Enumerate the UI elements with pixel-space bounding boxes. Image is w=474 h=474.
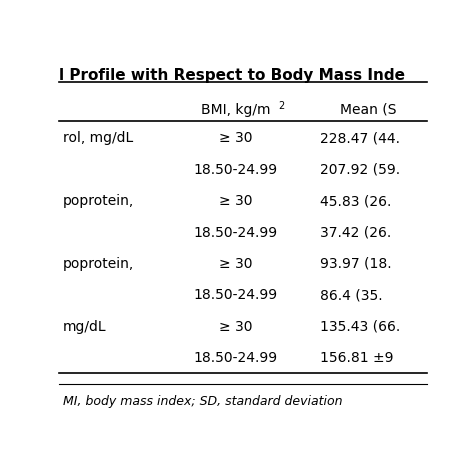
Text: 18.50-24.99: 18.50-24.99 (193, 163, 278, 176)
Text: 18.50-24.99: 18.50-24.99 (193, 226, 278, 239)
Text: rol, mg/dL: rol, mg/dL (63, 131, 133, 145)
Text: BMI, kg/m: BMI, kg/m (201, 102, 270, 117)
Text: 18.50-24.99: 18.50-24.99 (193, 289, 278, 302)
Text: 45.83 (26.: 45.83 (26. (320, 194, 392, 208)
Text: ≥ 30: ≥ 30 (219, 131, 252, 145)
Text: 207.92 (59.: 207.92 (59. (320, 163, 400, 176)
Text: 93.97 (18.: 93.97 (18. (320, 257, 392, 271)
Text: mg/dL: mg/dL (63, 320, 107, 334)
Text: poprotein,: poprotein, (63, 257, 134, 271)
Text: ≥ 30: ≥ 30 (219, 320, 252, 334)
Text: 18.50-24.99: 18.50-24.99 (193, 351, 278, 365)
Text: l Profile with Respect to Body Mass Inde: l Profile with Respect to Body Mass Inde (59, 68, 405, 83)
Text: 135.43 (66.: 135.43 (66. (320, 320, 401, 334)
Text: Mean (S: Mean (S (339, 102, 396, 117)
Text: ≥ 30: ≥ 30 (219, 257, 252, 271)
Text: 156.81 ±9: 156.81 ±9 (320, 351, 393, 365)
Text: MI, body mass index; SD, standard deviation: MI, body mass index; SD, standard deviat… (63, 395, 342, 408)
Text: 228.47 (44.: 228.47 (44. (320, 131, 400, 145)
Text: 2: 2 (278, 100, 284, 110)
Text: 86.4 (35.: 86.4 (35. (320, 289, 383, 302)
Text: poprotein,: poprotein, (63, 194, 134, 208)
Text: 37.42 (26.: 37.42 (26. (320, 226, 392, 239)
Text: ≥ 30: ≥ 30 (219, 194, 252, 208)
